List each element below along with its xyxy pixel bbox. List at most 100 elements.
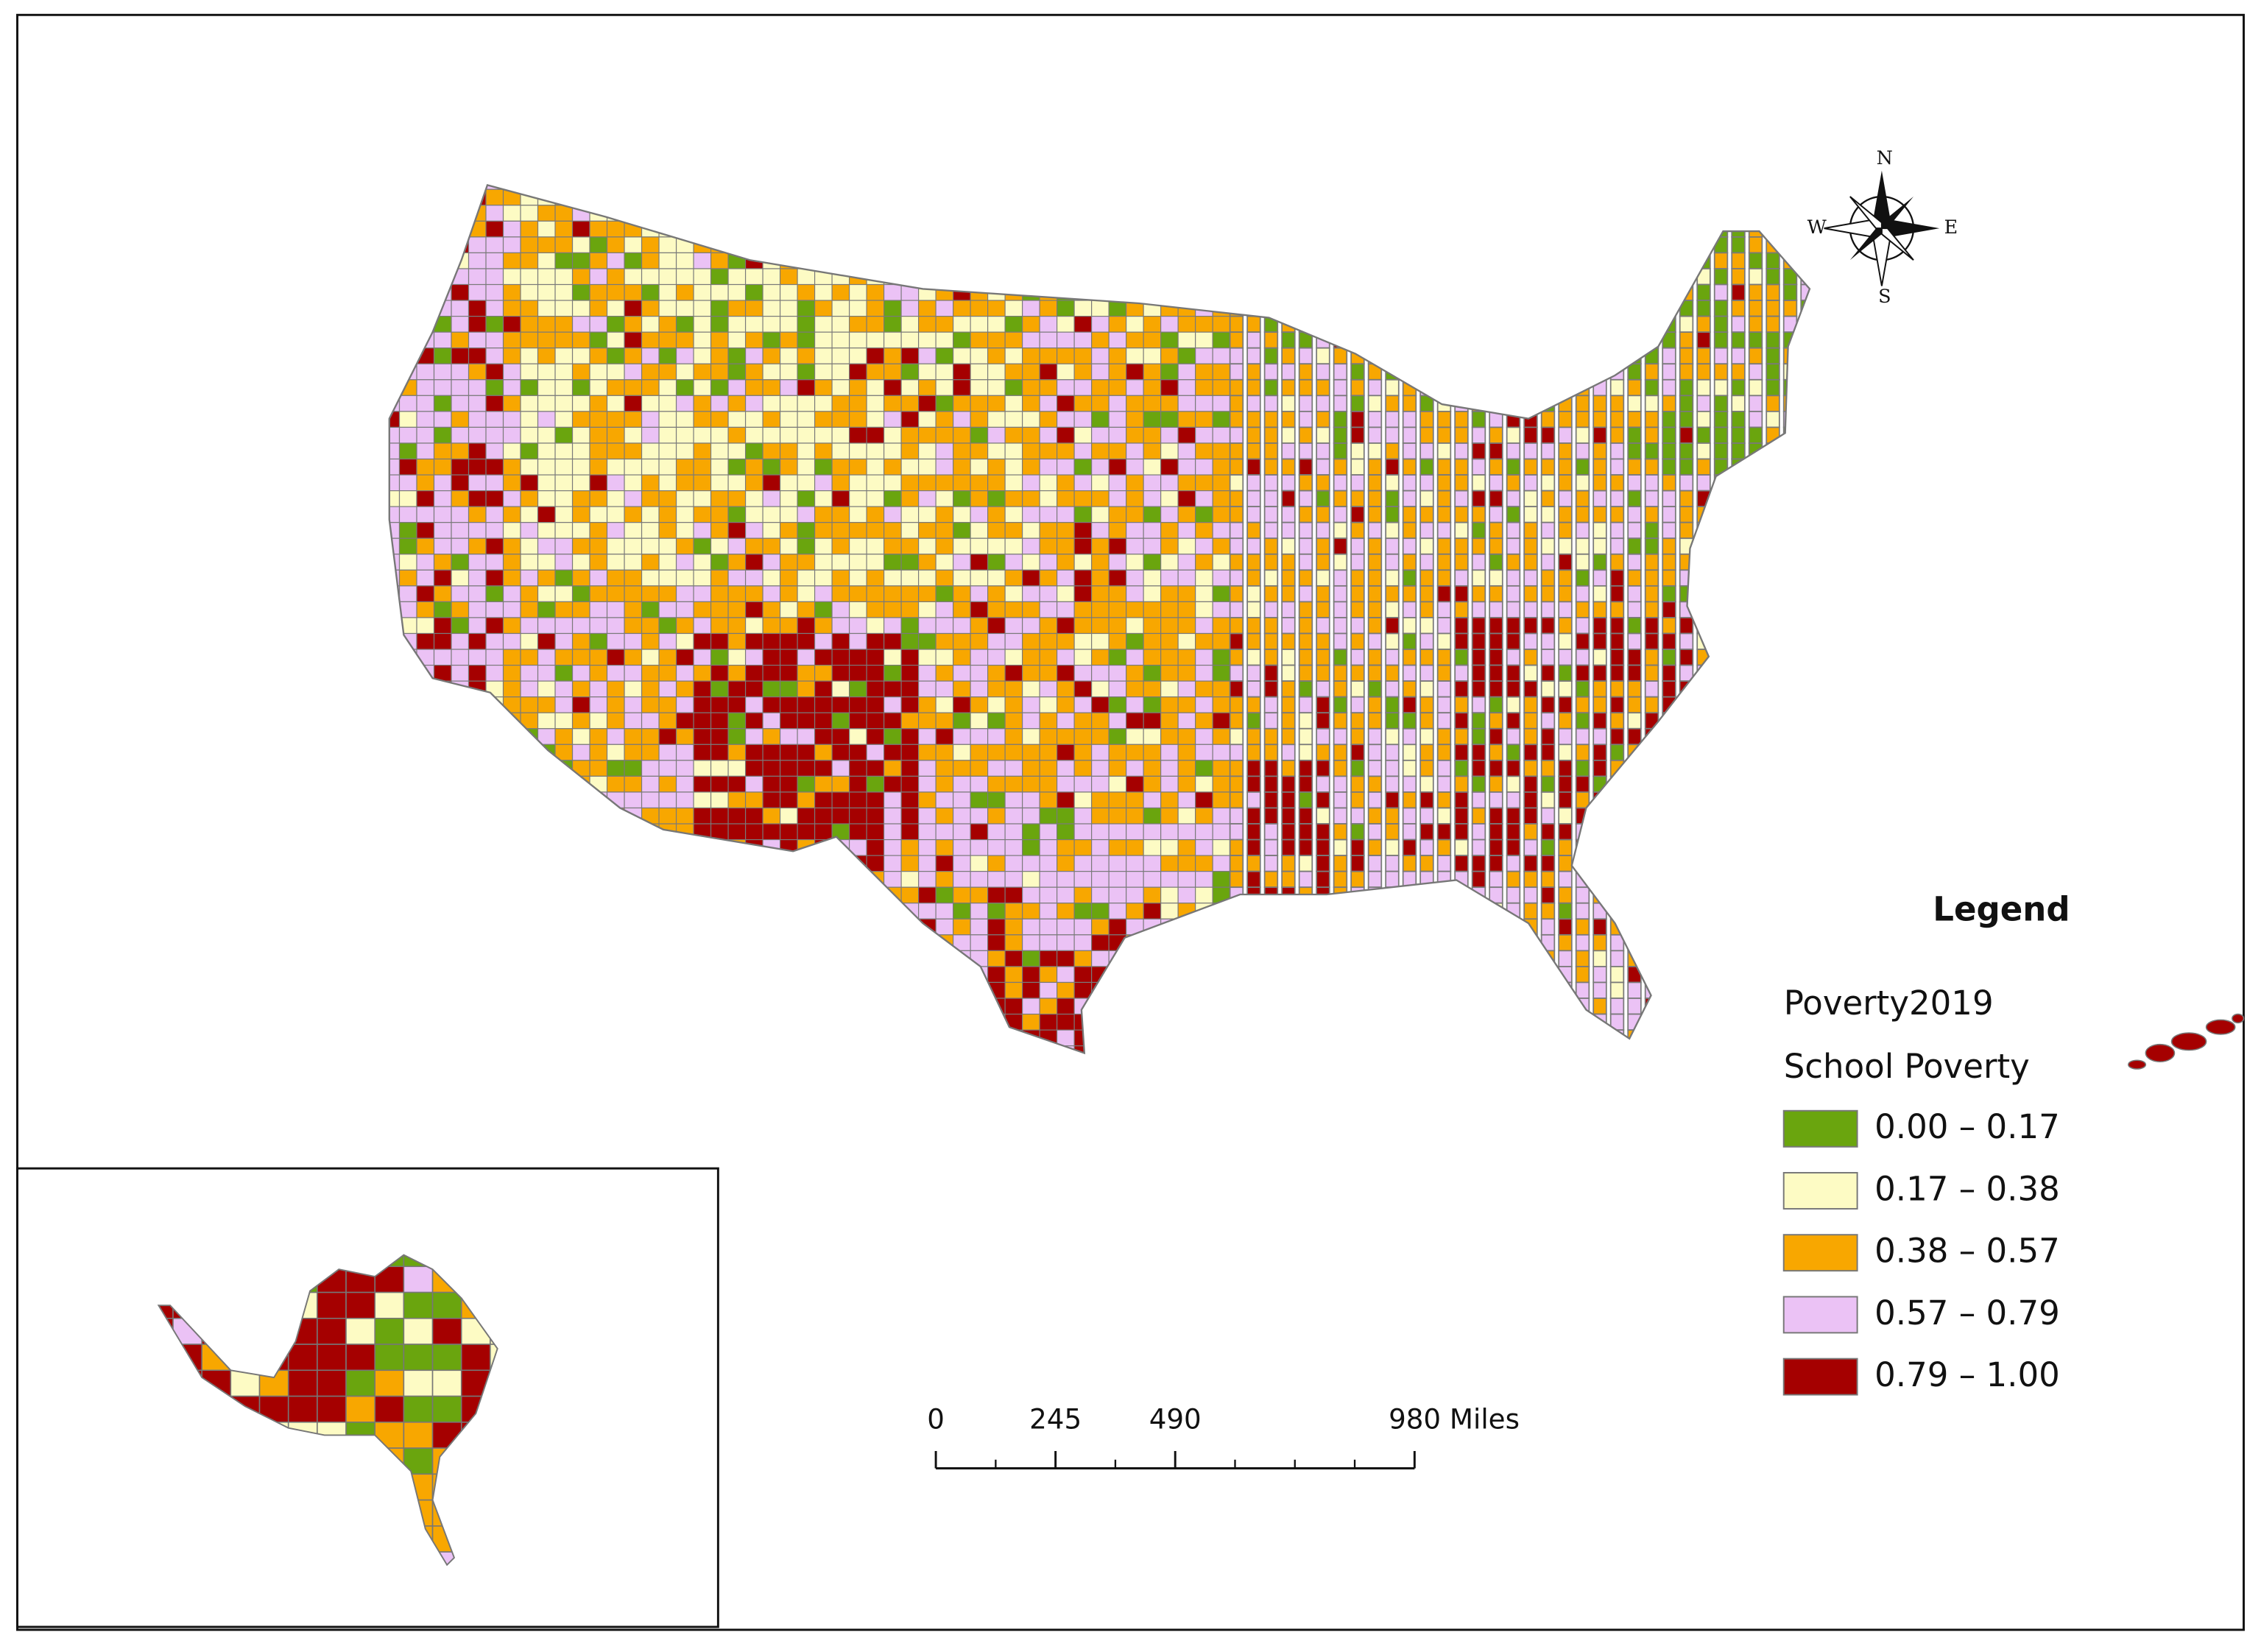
county bbox=[1333, 442, 1348, 460]
county bbox=[641, 506, 660, 523]
county bbox=[1609, 727, 1625, 746]
county bbox=[1575, 981, 1590, 999]
county bbox=[658, 696, 677, 713]
county bbox=[1057, 664, 1075, 682]
county bbox=[744, 744, 763, 761]
county bbox=[416, 490, 435, 507]
county bbox=[953, 442, 971, 460]
county bbox=[658, 807, 677, 825]
county bbox=[693, 283, 712, 301]
county bbox=[537, 474, 556, 492]
county bbox=[1506, 601, 1521, 618]
county bbox=[1316, 775, 1330, 793]
county bbox=[814, 379, 833, 396]
county bbox=[1229, 506, 1244, 523]
county bbox=[918, 569, 937, 587]
county bbox=[641, 680, 660, 698]
county bbox=[554, 268, 574, 286]
county bbox=[762, 347, 781, 364]
county bbox=[953, 696, 971, 713]
county bbox=[1229, 649, 1244, 666]
county bbox=[1212, 442, 1231, 460]
county bbox=[1195, 569, 1213, 587]
county bbox=[1367, 442, 1383, 460]
county bbox=[468, 537, 487, 555]
county bbox=[1662, 426, 1676, 444]
county bbox=[1073, 871, 1093, 888]
county bbox=[814, 395, 833, 412]
county bbox=[485, 252, 504, 269]
county bbox=[744, 712, 763, 730]
county bbox=[970, 442, 989, 460]
county bbox=[1575, 933, 1590, 952]
county bbox=[1506, 585, 1521, 603]
county bbox=[520, 347, 539, 364]
county bbox=[744, 442, 763, 460]
county bbox=[675, 379, 694, 396]
county bbox=[744, 347, 763, 364]
county bbox=[1558, 664, 1573, 682]
county bbox=[727, 760, 747, 777]
county bbox=[1419, 537, 1434, 555]
county bbox=[1316, 410, 1330, 428]
county bbox=[987, 760, 1006, 777]
county bbox=[1402, 395, 1417, 412]
county bbox=[1263, 395, 1279, 412]
county bbox=[658, 363, 677, 381]
county bbox=[1489, 680, 1503, 698]
county bbox=[1506, 649, 1521, 666]
county bbox=[1298, 807, 1313, 825]
county bbox=[1454, 617, 1469, 635]
county bbox=[1057, 316, 1075, 333]
county bbox=[727, 601, 747, 618]
county bbox=[727, 363, 747, 381]
county bbox=[485, 268, 504, 286]
county bbox=[1039, 569, 1058, 587]
county bbox=[1229, 490, 1244, 508]
county bbox=[1713, 378, 1729, 397]
county bbox=[554, 632, 574, 650]
county bbox=[1143, 395, 1162, 412]
county bbox=[1350, 839, 1365, 856]
county bbox=[1558, 775, 1573, 793]
county bbox=[1367, 569, 1383, 587]
county bbox=[1419, 696, 1434, 714]
county bbox=[1575, 649, 1590, 666]
county bbox=[918, 554, 937, 571]
county bbox=[675, 347, 694, 364]
county bbox=[1350, 490, 1365, 508]
county bbox=[675, 712, 694, 730]
county bbox=[762, 395, 781, 412]
county bbox=[1108, 871, 1127, 888]
county bbox=[1039, 791, 1058, 809]
county bbox=[658, 522, 677, 539]
county bbox=[1489, 649, 1503, 666]
county bbox=[1126, 474, 1144, 492]
county bbox=[1506, 474, 1521, 492]
county bbox=[1039, 522, 1058, 539]
county bbox=[1126, 316, 1144, 333]
county bbox=[1004, 712, 1023, 730]
county bbox=[1039, 426, 1058, 444]
county bbox=[1022, 903, 1040, 919]
county bbox=[1662, 680, 1676, 698]
county bbox=[1004, 458, 1023, 476]
county bbox=[1748, 426, 1763, 444]
county bbox=[693, 347, 712, 364]
county bbox=[1333, 823, 1348, 841]
county bbox=[1558, 617, 1573, 635]
county bbox=[606, 268, 625, 286]
county bbox=[953, 347, 971, 364]
county bbox=[1367, 649, 1383, 666]
us-outline bbox=[388, 183, 1811, 1055]
county bbox=[468, 268, 487, 286]
county bbox=[744, 395, 763, 412]
county bbox=[1523, 458, 1538, 476]
county bbox=[1091, 664, 1110, 682]
county bbox=[1575, 490, 1590, 508]
borough bbox=[345, 1395, 376, 1423]
county bbox=[727, 411, 747, 428]
county bbox=[1177, 490, 1196, 507]
county bbox=[1454, 712, 1469, 730]
county bbox=[451, 411, 470, 428]
